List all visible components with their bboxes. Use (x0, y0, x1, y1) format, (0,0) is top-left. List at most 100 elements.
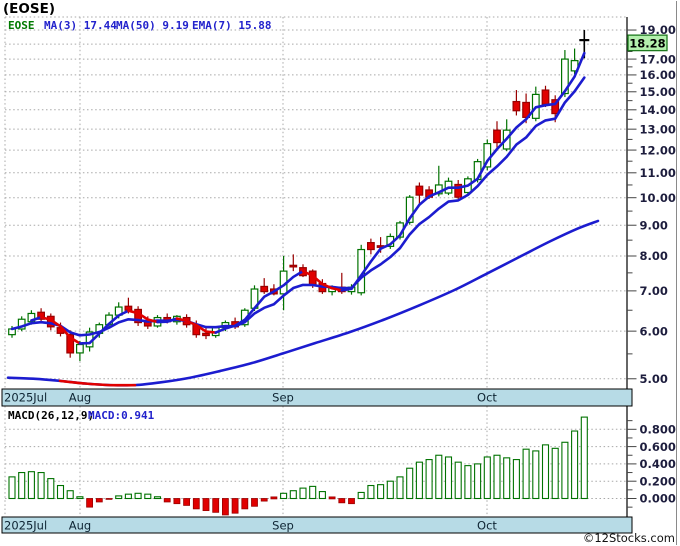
candle-body (415, 185, 424, 196)
macd-bar-negative (192, 498, 200, 510)
candle-body (493, 129, 501, 144)
candle-body (405, 196, 414, 223)
macd-bar-positive (309, 485, 317, 500)
ma3-line (30, 51, 586, 345)
macd-bar-positive (124, 493, 132, 500)
price-axis-label: 9.00 (640, 218, 668, 232)
macd-bar-negative (251, 498, 258, 507)
legend-item: EMA(7) 15.88 (192, 19, 271, 32)
macd-bar-positive (580, 416, 588, 500)
macd-bar-positive (444, 456, 453, 500)
price-axis-label: 10.00 (640, 191, 676, 205)
last-price-badge-box (627, 34, 668, 52)
candle (260, 278, 269, 294)
macd-bar-negative (241, 498, 249, 510)
candle (289, 254, 298, 272)
price-axis-label: 8.00 (640, 249, 668, 263)
candle-body (454, 183, 463, 198)
macd-bar-positive (318, 491, 326, 500)
macd-bar-positive (386, 480, 394, 500)
macd-bar-positive (425, 459, 433, 500)
macd-bar-positive (454, 461, 462, 500)
macd-legend-label: MACD(26,12,9) (8, 409, 94, 422)
price-axis-label: 7.00 (640, 284, 668, 298)
candle (367, 238, 375, 255)
macd-bar-positive (27, 471, 35, 500)
ma3-blue-segment (78, 309, 130, 345)
gridline-layer (4, 1, 677, 545)
legend-item: MA(3) 17.44 (44, 19, 117, 32)
month-label: Oct (477, 519, 497, 533)
date-axis-strip (1, 388, 633, 407)
macd-bar-positive (115, 495, 123, 500)
macd-bar-positive (299, 487, 307, 500)
macd-bar-positive (280, 492, 288, 500)
ma3-red-segment (175, 317, 217, 334)
macd-bar-positive (289, 490, 297, 500)
ema7-line (10, 76, 586, 337)
month-label: Sep (272, 391, 294, 405)
macd-bar-positive (435, 454, 443, 500)
candle (37, 308, 45, 323)
date-axis-lower: 2025Jul Aug Sep Oct (1, 516, 633, 534)
macd-bar-negative (163, 498, 171, 503)
macd-bar-positive (47, 478, 55, 500)
macd-bar-negative (338, 498, 346, 504)
ma50-blue-segment (6, 219, 600, 387)
ma3-red-segment (127, 309, 159, 324)
macd-bar-positive (357, 491, 365, 500)
candle (202, 327, 210, 340)
candle-body (202, 332, 210, 337)
macd-axis-label: 0.800 (640, 423, 676, 437)
candle-body (512, 100, 521, 112)
macd-bar-negative (348, 498, 355, 505)
month-label: Sep (272, 519, 294, 533)
candle-body (75, 343, 84, 354)
candle-body (66, 334, 75, 354)
date-axis-strip (1, 516, 633, 534)
legend-symbol: EOSE (8, 19, 35, 32)
candle-body (367, 242, 375, 251)
macd-bar-positive (551, 447, 559, 500)
macd-axis-label: 0.000 (640, 492, 676, 506)
price-axis-label: 11.00 (640, 166, 676, 180)
price-axis: 19.00 17.00 16.00 15.00 14.00 13.00 12.00 11.00… (627, 23, 676, 386)
macd-bar-positive (512, 459, 520, 500)
page-title: (EOSE) (3, 1, 55, 17)
candle (493, 121, 501, 148)
macd-bar-positive (415, 461, 423, 500)
macd-bar-positive (503, 457, 511, 500)
macd-axis-label: 0.400 (640, 457, 676, 471)
macd-bar-positive (377, 484, 385, 500)
macd-histogram-layer (8, 416, 588, 516)
price-axis-label: 12.00 (640, 143, 676, 157)
candle-body (541, 89, 550, 105)
macd-bar-positive (541, 444, 550, 500)
macd-axis-label: 0.600 (640, 440, 676, 454)
macd-bar-negative (260, 498, 268, 502)
macd-bar-negative (86, 498, 93, 508)
macd-bar-positive (367, 484, 375, 500)
ma3-blue-segment (156, 317, 179, 324)
macd-bar-positive (66, 490, 74, 500)
macd-bar-positive (153, 496, 162, 500)
macd-bar-negative (231, 498, 239, 514)
macd-bar-negative (173, 498, 181, 505)
macd-bar-positive (56, 484, 65, 500)
macd-bar-negative (212, 498, 220, 513)
ma3-blue-segment (214, 269, 305, 334)
candlestick-layer (8, 30, 590, 362)
candle (454, 180, 463, 200)
month-label: Aug (69, 519, 91, 533)
candle-body (551, 99, 560, 115)
macd-bar-positive (144, 493, 152, 500)
candle (444, 177, 453, 196)
candle (415, 182, 424, 206)
candle-body (560, 58, 569, 95)
month-label: Aug (69, 391, 91, 405)
macd-bar-positive (561, 441, 569, 500)
macd-bar-negative (105, 498, 113, 500)
ma3-red-segment (39, 315, 82, 345)
macd-bar-positive (134, 492, 142, 500)
